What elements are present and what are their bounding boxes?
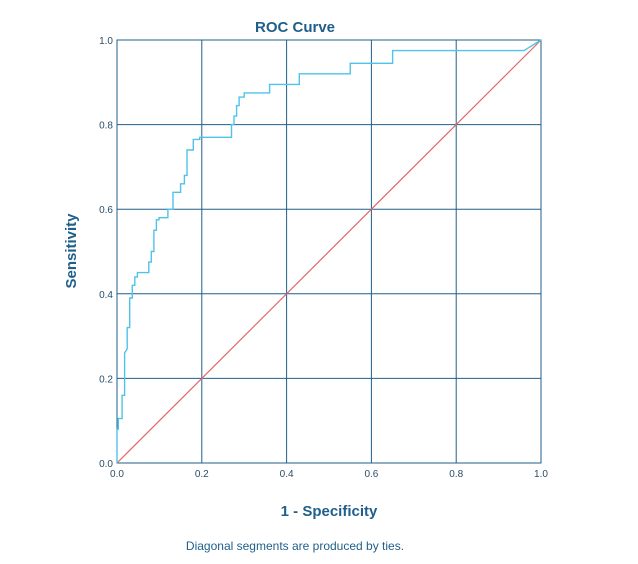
y-tick-label: 0.2	[99, 374, 113, 385]
x-tick-label: 0.0	[110, 469, 124, 480]
x-axis-label: 1 - Specificity	[281, 503, 378, 520]
x-tick-label: 1.0	[534, 469, 548, 480]
x-tick-label: 0.2	[195, 469, 209, 480]
plot-frame	[116, 39, 542, 464]
x-tick-labels: 0.0 0.2 0.4 0.6 0.8 1.0	[110, 469, 548, 480]
x-tick-label: 0.8	[449, 469, 463, 480]
y-tick-label: 1.0	[99, 36, 113, 47]
y-tick-label: 0.0	[99, 459, 113, 470]
footnote: Diagonal segments are produced by ties.	[186, 539, 404, 553]
reference-line	[116, 39, 542, 464]
x-tick-label: 0.4	[280, 469, 294, 480]
reference-line-group	[116, 39, 542, 464]
roc-curve-group	[116, 39, 542, 463]
roc-curve-line	[116, 39, 542, 463]
chart-title: ROC Curve	[255, 19, 335, 36]
y-tick-label: 0.8	[99, 121, 113, 132]
y-tick-label: 0.4	[99, 290, 113, 301]
x-tick-label: 0.6	[364, 469, 378, 480]
y-tick-label: 0.6	[99, 205, 113, 216]
y-tick-labels: 0.0 0.2 0.4 0.6 0.8 1.0	[99, 36, 113, 470]
grid	[116, 39, 542, 464]
y-axis-label: Sensitivity	[63, 213, 80, 289]
